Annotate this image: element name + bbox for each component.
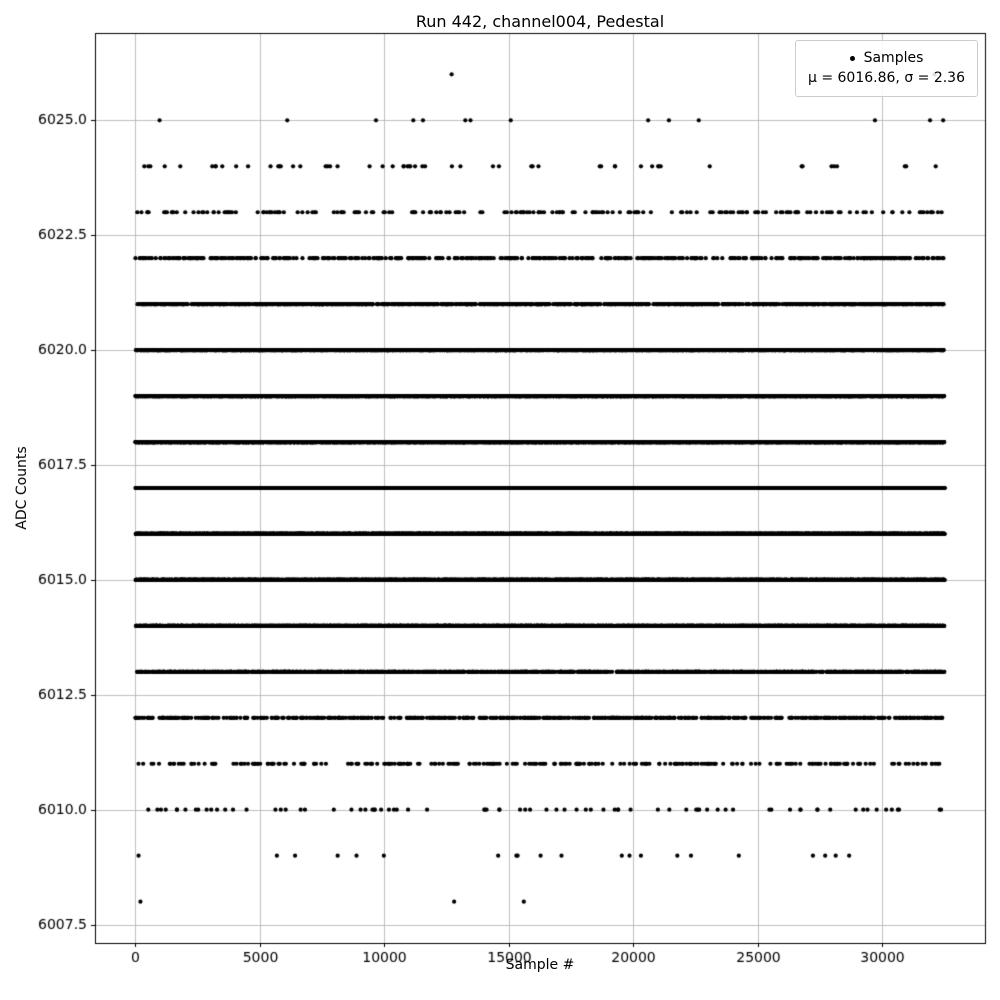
legend-entry-samples: Samples bbox=[849, 48, 924, 68]
y-axis-label: ADC Counts bbox=[14, 446, 30, 530]
chart-title: Run 442, channel004, Pedestal bbox=[415, 12, 665, 31]
x-axis-label: Sample # bbox=[505, 957, 575, 973]
sample-marker-icon bbox=[849, 55, 855, 61]
legend-label: Samples bbox=[863, 50, 924, 66]
legend-stats: μ = 6016.86, σ = 2.36 bbox=[807, 70, 965, 87]
legend: Samples μ = 6016.86, σ = 2.36 bbox=[794, 40, 978, 97]
